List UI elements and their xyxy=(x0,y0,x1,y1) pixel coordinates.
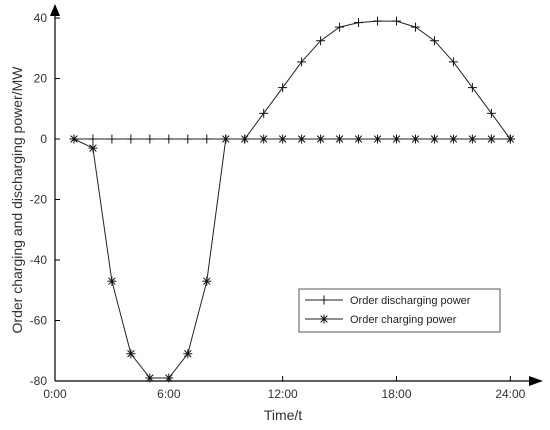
y-tick-label: 0 xyxy=(40,132,47,146)
legend-items: Order discharging power Order charging po… xyxy=(305,295,471,326)
marker-stroke xyxy=(468,135,477,143)
x-axis-arrow xyxy=(529,376,543,386)
y-axis-arrow xyxy=(50,4,60,16)
marker-stroke xyxy=(222,135,230,143)
marker-stroke xyxy=(127,350,135,358)
marker-stroke xyxy=(320,315,328,323)
y-tick-label: -20 xyxy=(30,193,48,207)
data-point xyxy=(335,134,345,144)
data-point xyxy=(183,349,193,359)
marker-stroke xyxy=(411,135,420,143)
y-tick-label: -80 xyxy=(30,374,48,388)
data-point xyxy=(505,134,515,144)
data-point xyxy=(486,108,496,118)
x-tick-label: 6:00 xyxy=(157,387,181,401)
plot-area xyxy=(69,16,515,383)
data-point xyxy=(278,134,288,144)
data-point xyxy=(316,134,326,144)
data-point xyxy=(221,134,231,144)
data-point xyxy=(278,83,288,93)
data-point xyxy=(126,349,136,359)
data-point xyxy=(448,57,458,67)
y-axis-label: Order charging and discharging power/MW xyxy=(9,66,25,334)
data-point xyxy=(410,134,420,144)
y-tick-label: 20 xyxy=(34,72,48,86)
marker-stroke xyxy=(278,135,287,143)
data-point xyxy=(202,276,212,286)
legend-marker xyxy=(319,295,329,305)
data-point xyxy=(107,276,117,286)
marker-stroke xyxy=(165,374,173,382)
marker-stroke xyxy=(108,277,116,285)
marker-stroke xyxy=(449,135,458,143)
data-point xyxy=(259,108,269,118)
marker-stroke xyxy=(487,135,496,143)
series-line-0 xyxy=(74,20,511,140)
data-point xyxy=(335,22,345,32)
data-point xyxy=(429,36,439,46)
marker-stroke xyxy=(335,135,344,143)
marker-stroke xyxy=(506,135,515,143)
data-point xyxy=(259,134,269,144)
data-point xyxy=(297,134,307,144)
data-point xyxy=(410,22,420,32)
marker-stroke xyxy=(146,374,154,382)
legend-box xyxy=(298,288,501,333)
data-point xyxy=(202,134,212,144)
x-tick-label: 0:00 xyxy=(43,387,67,401)
y-tick-label: -40 xyxy=(30,253,48,267)
data-point xyxy=(145,134,155,144)
data-point xyxy=(429,134,439,144)
marker-stroke xyxy=(203,277,211,285)
marker-stroke xyxy=(373,135,382,143)
marker-stroke xyxy=(89,144,97,152)
marker-stroke xyxy=(297,135,306,143)
series-line-1 xyxy=(73,138,511,379)
data-point xyxy=(69,134,79,144)
data-point xyxy=(392,134,402,144)
legend-label: Order discharging power xyxy=(350,295,471,307)
data-point xyxy=(467,83,477,93)
data-point xyxy=(164,134,174,144)
data-point xyxy=(240,134,250,144)
data-point xyxy=(373,16,383,26)
data-point xyxy=(88,134,98,144)
x-tick-label: 24:00 xyxy=(495,387,525,401)
x-axis-label: Time/t xyxy=(264,407,302,423)
data-point xyxy=(297,57,307,67)
data-point xyxy=(486,134,496,144)
legend-label: Order charging power xyxy=(350,314,457,326)
marker-stroke xyxy=(259,135,268,143)
data-point xyxy=(107,134,117,144)
data-point xyxy=(467,134,477,144)
x-tick-label: 18:00 xyxy=(381,387,411,401)
data-point xyxy=(448,134,458,144)
marker-stroke xyxy=(430,135,439,143)
marker-stroke xyxy=(184,350,192,358)
marker-stroke xyxy=(392,135,401,143)
data-point xyxy=(316,36,326,46)
legend: Order discharging power Order charging po… xyxy=(298,288,501,333)
marker-stroke xyxy=(70,135,78,143)
data-point xyxy=(183,134,193,144)
legend-marker xyxy=(319,314,329,324)
data-point xyxy=(354,134,364,144)
data-point xyxy=(145,373,155,383)
marker-stroke xyxy=(316,135,325,143)
data-point xyxy=(126,134,136,144)
data-point xyxy=(88,143,98,153)
y-tick-label: -60 xyxy=(30,314,48,328)
data-point xyxy=(164,373,174,383)
axes xyxy=(50,4,543,386)
data-point xyxy=(392,16,402,26)
data-point xyxy=(373,134,383,144)
x-tick-label: 12:00 xyxy=(268,387,298,401)
y-tick-label: 40 xyxy=(34,11,48,25)
marker-stroke xyxy=(354,135,363,143)
marker-stroke xyxy=(240,135,249,143)
tick-group: -80 -60 -40 -20 0 20 40 0:00 6:00 12:00 18:00 24:00 xyxy=(30,11,526,401)
data-point xyxy=(354,18,364,28)
